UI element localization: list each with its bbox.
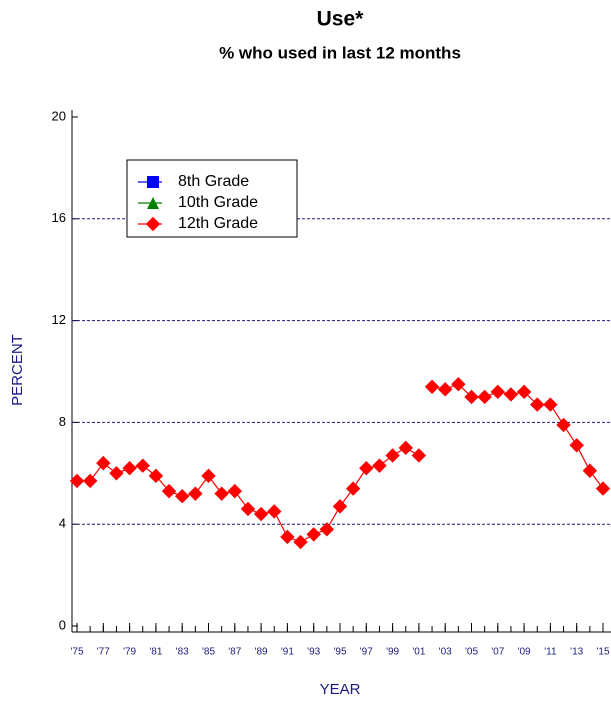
data-point xyxy=(69,473,85,489)
data-point xyxy=(516,384,532,400)
y-tick-label: 8 xyxy=(59,414,66,429)
data-point xyxy=(109,466,124,481)
data-point xyxy=(253,506,269,522)
y-tick-label: 12 xyxy=(52,312,66,327)
legend-label: 8th Grade xyxy=(178,173,249,190)
x-tick-label: '09 xyxy=(518,647,531,658)
data-point xyxy=(306,527,321,542)
data-point xyxy=(240,501,256,517)
data-point xyxy=(582,463,598,478)
data-point xyxy=(201,468,216,484)
x-tick-label: '91 xyxy=(281,647,294,658)
x-tick-label: '97 xyxy=(360,647,373,658)
data-point xyxy=(503,387,519,402)
data-point xyxy=(227,483,242,499)
data-point xyxy=(372,458,387,473)
data-point xyxy=(175,489,190,504)
chart-title: Use* xyxy=(317,8,365,31)
data-point xyxy=(188,486,203,501)
data-point xyxy=(569,438,584,453)
x-tick-label: '79 xyxy=(123,647,136,658)
legend: 8th Grade 10th Grade 12th Grade xyxy=(126,159,298,238)
x-tick-label: '99 xyxy=(386,647,399,658)
x-tick-label: '83 xyxy=(176,647,189,658)
data-point xyxy=(438,382,453,397)
x-tick-label: '95 xyxy=(333,647,346,658)
x-tick-label: '75 xyxy=(70,647,83,658)
data-point xyxy=(82,473,98,489)
legend-label: 12th Grade xyxy=(178,215,258,232)
data-point xyxy=(595,481,611,496)
marker xyxy=(145,216,161,232)
x-tick-label: '05 xyxy=(465,647,478,658)
series-line xyxy=(77,383,604,543)
data-point xyxy=(385,448,400,463)
data-point xyxy=(122,461,137,476)
x-axis-label: YEAR xyxy=(320,681,361,698)
data-point xyxy=(464,389,479,405)
data-point xyxy=(267,504,282,519)
data-point xyxy=(451,377,466,392)
data-point xyxy=(135,458,150,473)
y-axis-label: PERCENT xyxy=(9,334,26,406)
data-point xyxy=(148,468,164,484)
data-point xyxy=(424,379,440,394)
y-tick-label: 20 xyxy=(52,108,66,123)
data-point xyxy=(161,483,177,499)
x-tick-label: '01 xyxy=(412,647,425,658)
data-point xyxy=(477,389,492,405)
marker xyxy=(147,197,159,209)
x-tick-label: '77 xyxy=(97,647,110,658)
data-point xyxy=(319,522,335,537)
data-point xyxy=(280,529,295,545)
data-point xyxy=(332,499,348,514)
x-tick-label: '11 xyxy=(544,647,557,658)
data-point xyxy=(556,417,571,433)
x-tick-label: '87 xyxy=(228,647,241,658)
y-tick-label: 0 xyxy=(59,617,66,632)
y-tick-label: 16 xyxy=(52,210,66,225)
marker xyxy=(147,176,159,188)
x-tick-label: '89 xyxy=(255,647,268,658)
data-point xyxy=(293,534,308,550)
x-tick-label: '07 xyxy=(491,647,504,658)
data-point xyxy=(214,486,229,501)
data-point xyxy=(359,461,374,476)
x-tick-label: '93 xyxy=(307,647,320,658)
x-tick-label: '03 xyxy=(439,647,452,658)
data-point xyxy=(411,448,427,463)
data-point xyxy=(96,455,111,471)
data-point xyxy=(543,397,558,412)
x-tick-label: '81 xyxy=(149,647,162,658)
x-tick-label: '15 xyxy=(596,647,609,658)
legend-label: 10th Grade xyxy=(178,194,258,211)
x-tick-label: '13 xyxy=(570,647,583,658)
data-point xyxy=(490,384,505,400)
chart-subtitle: % who used in last 12 months xyxy=(219,43,461,62)
x-tick-label: '85 xyxy=(202,647,215,658)
y-tick-label: 4 xyxy=(59,516,66,531)
data-point xyxy=(345,481,361,496)
data-point xyxy=(398,440,413,456)
data-point xyxy=(530,397,545,412)
